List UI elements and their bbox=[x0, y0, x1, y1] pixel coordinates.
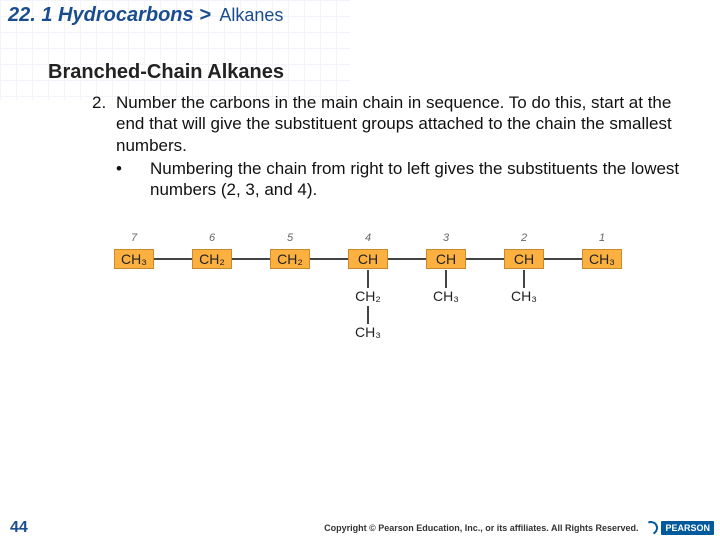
carbon-5: 5CH₂ bbox=[270, 249, 310, 269]
substituent-ch3: CH₃ bbox=[426, 288, 466, 304]
pearson-wordmark: PEARSON bbox=[661, 521, 714, 535]
carbon-2: 2CH bbox=[504, 249, 544, 269]
topic-title: Alkanes bbox=[219, 5, 283, 25]
vertical-bond bbox=[367, 306, 369, 324]
bullet-text: Numbering the chain from right to left g… bbox=[150, 158, 688, 201]
substituent-ch3: CH₃ bbox=[504, 288, 544, 304]
chapter-title: 22. 1 Hydrocarbons > bbox=[8, 4, 211, 26]
carbon-6: 6CH₂ bbox=[192, 249, 232, 269]
carbon-1: 1CH₃ bbox=[582, 249, 622, 269]
carbon-3: 3CH bbox=[426, 249, 466, 269]
slide-header: 22. 1 Hydrocarbons > Alkanes bbox=[0, 0, 720, 37]
rule-bullet: • Numbering the chain from right to left… bbox=[92, 158, 688, 201]
substituent-ch2: CH₂ bbox=[348, 288, 388, 304]
page-number: 44 bbox=[10, 519, 28, 537]
rule-number: 2. bbox=[92, 92, 116, 156]
vertical-bond bbox=[367, 270, 369, 288]
pearson-logo: PEARSON bbox=[644, 521, 714, 535]
bond bbox=[388, 258, 426, 260]
bullet-mark: • bbox=[116, 158, 150, 201]
vertical-bond bbox=[523, 270, 525, 288]
molecule-diagram: 7CH₃ 6CH₂ 5CH₂ 4CH 3CH 2CH 1CH₃ CH₂ CH₃ … bbox=[114, 226, 674, 356]
bond bbox=[544, 258, 582, 260]
bond bbox=[466, 258, 504, 260]
main-chain: 7CH₃ 6CH₂ 5CH₂ 4CH 3CH 2CH 1CH₃ bbox=[114, 246, 674, 272]
rule-text: Number the carbons in the main chain in … bbox=[116, 92, 688, 156]
bond bbox=[232, 258, 270, 260]
slide-content: Branched-Chain Alkanes 2. Number the car… bbox=[0, 37, 720, 356]
bond bbox=[154, 258, 192, 260]
carbon-4: 4CH bbox=[348, 249, 388, 269]
rule-list: 2. Number the carbons in the main chain … bbox=[48, 92, 688, 200]
pearson-arc-icon bbox=[643, 519, 661, 537]
carbon-7: 7CH₃ bbox=[114, 249, 154, 269]
section-heading: Branched-Chain Alkanes bbox=[48, 61, 688, 84]
slide-footer: 44 Copyright © Pearson Education, Inc., … bbox=[0, 518, 720, 540]
substituent-ch3: CH₃ bbox=[348, 324, 388, 340]
bond bbox=[310, 258, 348, 260]
vertical-bond bbox=[445, 270, 447, 288]
rule-item: 2. Number the carbons in the main chain … bbox=[92, 92, 688, 156]
copyright-text: Copyright © Pearson Education, Inc., or … bbox=[324, 523, 638, 533]
